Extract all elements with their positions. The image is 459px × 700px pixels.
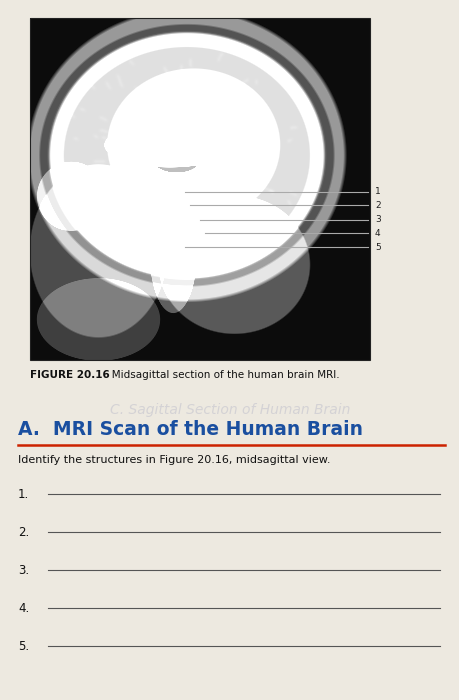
Text: 2: 2	[374, 200, 380, 209]
Bar	[30, 18, 369, 360]
Text: Midsagittal section of the human brain MRI.: Midsagittal section of the human brain M…	[102, 370, 339, 380]
Text: 3.: 3.	[18, 564, 29, 577]
Text: 5.: 5.	[18, 640, 29, 653]
Text: FIGURE 20.16: FIGURE 20.16	[30, 370, 110, 380]
Text: A.  MRI Scan of the Human Brain: A. MRI Scan of the Human Brain	[18, 420, 362, 439]
Text: 1.: 1.	[18, 488, 29, 501]
Text: 1: 1	[374, 188, 380, 197]
Text: Identify the structures in Figure 20.16, midsagittal view.: Identify the structures in Figure 20.16,…	[18, 455, 330, 465]
Text: 2.: 2.	[18, 526, 29, 539]
Text: 4.: 4.	[18, 602, 29, 615]
Text: 5: 5	[374, 242, 380, 251]
Text: C. Sagittal Section of Human Brain: C. Sagittal Section of Human Brain	[110, 403, 349, 417]
Text: 4: 4	[374, 228, 380, 237]
Text: 3: 3	[374, 216, 380, 225]
